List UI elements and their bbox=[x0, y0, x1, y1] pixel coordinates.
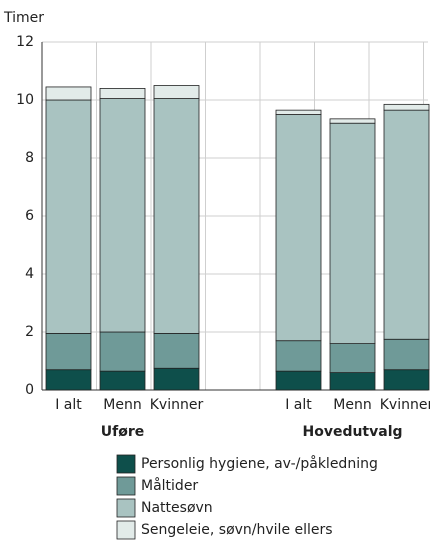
y-tick-label: 2 bbox=[25, 324, 34, 340]
bar-segment bbox=[383, 338, 430, 371]
x-tick-label: Menn bbox=[103, 397, 141, 413]
bar-segment bbox=[45, 369, 92, 391]
x-tick-label: Menn bbox=[333, 397, 371, 413]
bar-segment bbox=[45, 99, 92, 334]
bar-segment bbox=[45, 333, 92, 371]
bar-segment bbox=[329, 118, 376, 124]
bar-segment bbox=[153, 85, 200, 99]
x-tick-label: Kvinner bbox=[380, 397, 430, 413]
legend-swatch bbox=[116, 476, 136, 496]
y-tick-label: 6 bbox=[25, 208, 34, 224]
y-tick-label: 4 bbox=[25, 266, 34, 282]
legend-label: Nattesøvn bbox=[141, 500, 213, 516]
bar-segment bbox=[329, 122, 376, 344]
bar-segment bbox=[99, 88, 146, 99]
y-tick-label: 12 bbox=[16, 34, 34, 50]
group-label: Uføre bbox=[101, 424, 144, 440]
bar-segment bbox=[99, 98, 146, 333]
bar-segment bbox=[153, 367, 200, 391]
y-axis-label: Timer bbox=[3, 10, 44, 26]
bar-segment bbox=[329, 343, 376, 374]
bar-segment bbox=[45, 86, 92, 101]
x-tick-label: Kvinner bbox=[150, 397, 204, 413]
bar-segment bbox=[383, 369, 430, 391]
group-label: Hovedutvalg bbox=[302, 424, 402, 440]
legend-swatch bbox=[116, 520, 136, 540]
x-tick-label: I alt bbox=[285, 397, 312, 413]
legend-label: Måltider bbox=[141, 477, 198, 494]
y-tick-label: 10 bbox=[16, 92, 34, 108]
y-tick-label: 0 bbox=[25, 382, 34, 398]
legend-swatch bbox=[116, 498, 136, 518]
bar-segment bbox=[275, 114, 322, 342]
bar-segment bbox=[275, 109, 322, 115]
bar-segment bbox=[99, 370, 146, 391]
x-tick-label: I alt bbox=[55, 397, 82, 413]
bar-segment bbox=[383, 109, 430, 340]
legend-swatch bbox=[116, 454, 136, 474]
bar-segment bbox=[153, 333, 200, 369]
bar-segment bbox=[329, 372, 376, 391]
bar-segment bbox=[99, 331, 146, 372]
legend-label: Personlig hygiene, av-/påkledning bbox=[141, 455, 378, 472]
bar-segment bbox=[275, 370, 322, 391]
bar-segment bbox=[383, 103, 430, 111]
legend-label: Sengeleie, søvn/hvile ellers bbox=[141, 522, 333, 538]
bar-segment bbox=[275, 340, 322, 372]
y-tick-label: 8 bbox=[25, 150, 34, 166]
bar-segment bbox=[153, 98, 200, 334]
